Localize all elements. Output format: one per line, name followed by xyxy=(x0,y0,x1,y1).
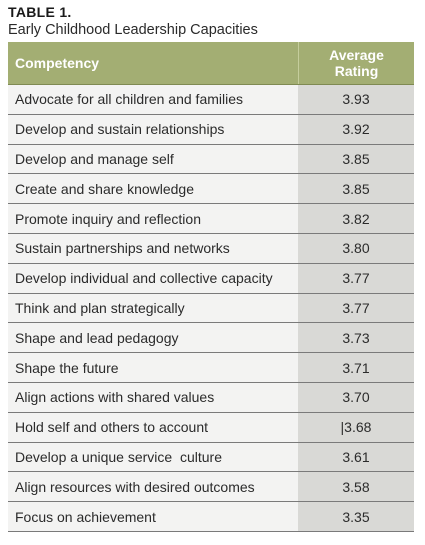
table-row: Promote inquiry and reflection 3.82 xyxy=(8,204,414,234)
rating-cell: |3.68 xyxy=(298,412,414,442)
rating-cell: 3.85 xyxy=(298,174,414,204)
rating-cell: 3.73 xyxy=(298,323,414,353)
table-row: Focus on achievement 3.35 xyxy=(8,502,414,532)
rating-cell: 3.77 xyxy=(298,293,414,323)
table-row: Develop individual and collective capaci… xyxy=(8,263,414,294)
rating-cell: 3.70 xyxy=(298,382,414,412)
competency-cell: Create and share knowledge xyxy=(8,174,298,204)
header-competency: Competency xyxy=(15,55,100,71)
competency-cell: Promote inquiry and reflection xyxy=(8,204,298,233)
competency-cell: Align actions with shared values xyxy=(8,382,298,412)
table-row: Shape the future 3.71 xyxy=(8,353,414,383)
competency-cell: Sustain partnerships and networks xyxy=(8,233,298,263)
competency-cell: Develop individual and collective capaci… xyxy=(8,263,298,293)
competency-cell: Advocate for all children and families xyxy=(8,85,298,114)
rating-cell: 3.77 xyxy=(298,263,414,293)
competency-cell: Focus on achievement xyxy=(8,502,298,531)
competency-cell: Shape the future xyxy=(8,353,298,382)
rating-cell: 3.85 xyxy=(298,144,414,174)
table-row: Think and plan strategically 3.77 xyxy=(8,293,414,324)
leadership-capacities-table: Competency Average Rating Advocate for a… xyxy=(8,42,414,532)
rating-cell: 3.92 xyxy=(298,114,414,144)
table-row: Develop and manage self 3.85 xyxy=(8,144,414,175)
competency-cell: Shape and lead pedagogy xyxy=(8,323,298,353)
table-row: Align actions with shared values 3.70 xyxy=(8,382,414,413)
table-row: Sustain partnerships and networks 3.80 xyxy=(8,233,414,264)
rating-cell: 3.35 xyxy=(298,502,414,531)
table-row: Create and share knowledge 3.85 xyxy=(8,174,414,205)
table-row: Hold self and others to account |3.68 xyxy=(8,412,414,443)
table-row: Develop a unique service culture 3.61 xyxy=(8,442,414,473)
table-row: Develop and sustain relationships 3.92 xyxy=(8,114,414,145)
table-row: Align resources with desired outcomes 3.… xyxy=(8,472,414,503)
rating-cell: 3.93 xyxy=(298,85,414,114)
rating-cell: 3.82 xyxy=(298,204,414,233)
table-number-label: TABLE 1. xyxy=(8,4,72,20)
competency-cell: Develop and manage self xyxy=(8,144,298,174)
table-title: Early Childhood Leadership Capacities xyxy=(8,22,258,38)
rating-cell: 3.61 xyxy=(298,442,414,472)
rating-cell: 3.58 xyxy=(298,472,414,502)
competency-cell: Develop and sustain relationships xyxy=(8,114,298,144)
table-row: Shape and lead pedagogy 3.73 xyxy=(8,323,414,354)
competency-cell: Think and plan strategically xyxy=(8,293,298,323)
competency-cell: Align resources with desired outcomes xyxy=(8,472,298,502)
table-header-row: Competency Average Rating xyxy=(8,42,414,85)
rating-cell: 3.80 xyxy=(298,233,414,263)
header-rating-line2: Rating xyxy=(334,63,379,79)
header-average-rating: Average Rating xyxy=(298,42,414,84)
competency-cell: Hold self and others to account xyxy=(8,412,298,442)
rating-cell: 3.71 xyxy=(298,353,414,382)
header-rating-line1: Average xyxy=(329,47,384,63)
table-row: Advocate for all children and families 3… xyxy=(8,85,414,115)
competency-cell: Develop a unique service culture xyxy=(8,442,298,472)
